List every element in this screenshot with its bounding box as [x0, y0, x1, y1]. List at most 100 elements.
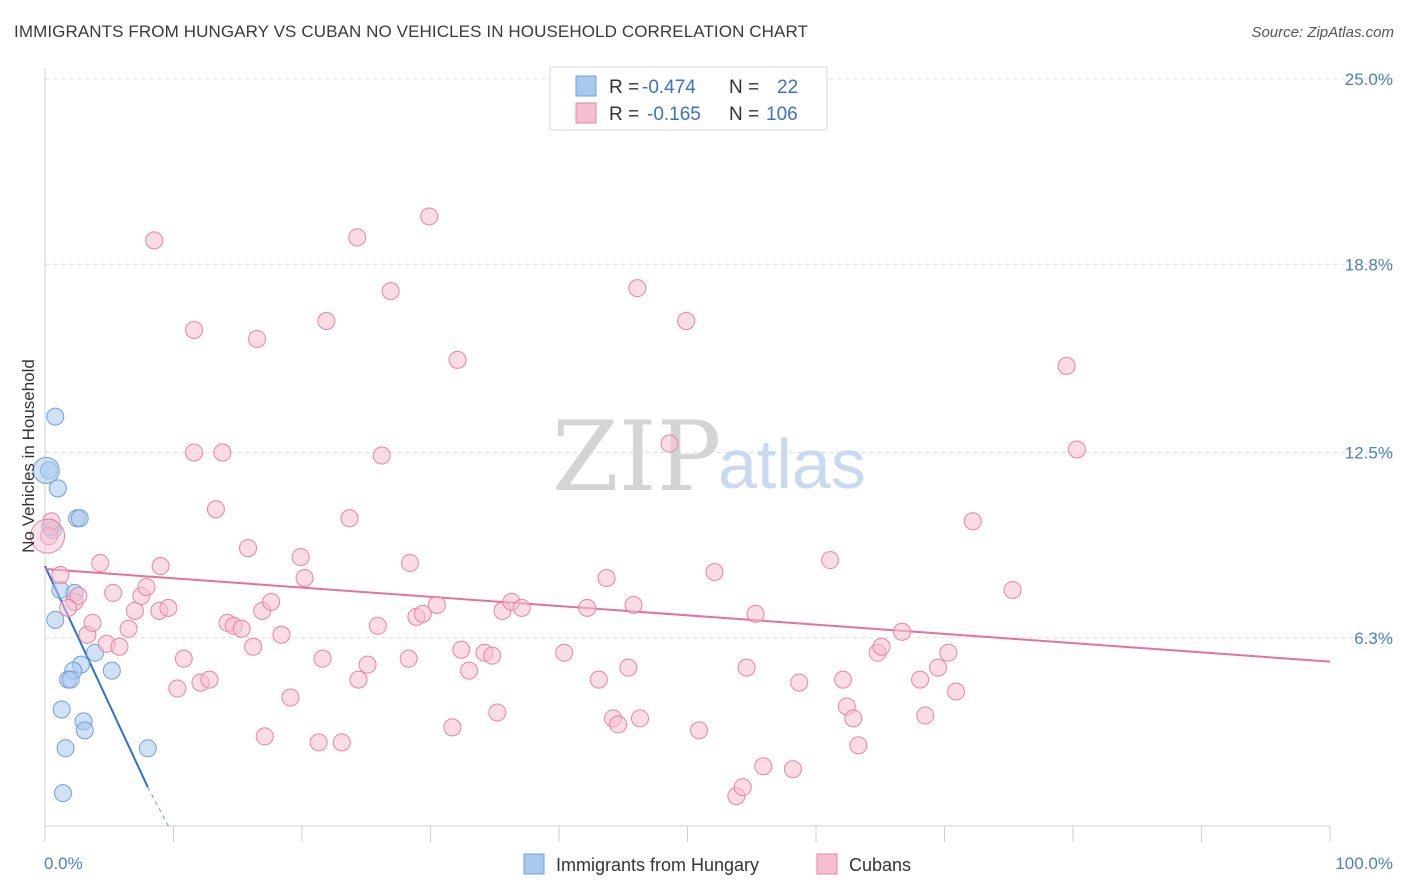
cubans-point-60	[555, 643, 574, 662]
legend-n-label-2: N =	[729, 104, 759, 125]
cubans-point-33	[272, 625, 291, 644]
cubans-point-104	[1057, 356, 1076, 375]
cubans-point-88	[916, 706, 935, 725]
cubans-point-47	[400, 554, 419, 573]
cubans-point-79	[821, 551, 840, 570]
hungary-point-2	[48, 479, 67, 498]
bottom-legend-label-cubans: Cubans	[849, 855, 911, 875]
cubans-point-93	[1003, 580, 1022, 599]
legend-n-value-1: 22	[777, 77, 798, 98]
axes	[44, 68, 1331, 842]
cubans-point-68	[630, 709, 649, 728]
cubans-point-67	[624, 595, 643, 614]
hungary-point-18	[75, 721, 94, 740]
hungary-trendline-extension	[147, 786, 169, 827]
legend-r-label-2: R =	[609, 104, 639, 125]
source-label: Source: ZipAtlas.com	[1251, 24, 1394, 41]
legend-r-label-1: R =	[609, 77, 639, 98]
y-axis-label: No Vehicles in Household	[19, 359, 38, 553]
cubans-point-43	[358, 655, 377, 674]
cubans-point-51	[443, 718, 462, 737]
hungary-point-15	[61, 670, 80, 689]
y-tick-label-2: 18.8%	[1345, 255, 1393, 274]
cubans-point-52	[452, 640, 471, 659]
cubans-point-98	[348, 228, 367, 247]
cubans-point-41	[340, 509, 359, 528]
cubans-point-13	[125, 601, 144, 620]
bottom-legend: Immigrants from Hungary Cubans	[523, 853, 911, 875]
cubans-point-78	[790, 673, 809, 692]
cubans-point-11	[110, 637, 129, 656]
cubans-point-25	[213, 443, 232, 462]
cubans-point-105	[1067, 440, 1086, 459]
cubans-point-100	[420, 207, 439, 226]
legend: R = -0.474 N = 22 R = -0.165 N = 106	[549, 66, 828, 131]
cubans-point-90	[939, 643, 958, 662]
cubans-point-92	[963, 512, 982, 531]
cubans-point-69	[660, 434, 679, 453]
hungary-point-20	[138, 739, 157, 758]
cubans-point-103	[677, 312, 696, 331]
cubans-point-89	[929, 658, 948, 677]
cubans-point-82	[844, 709, 863, 728]
cubans-point-97	[317, 312, 336, 331]
cubans-point-2	[51, 566, 70, 585]
cubans-point-46	[399, 649, 418, 668]
cubans-point-63	[597, 568, 616, 587]
cubans-point-large	[30, 518, 66, 554]
tick-labels: 6.3% 12.5% 18.8% 25.0% 0.0% 100.0%	[44, 70, 1393, 873]
cubans-point-70	[690, 721, 709, 740]
cubans-point-15	[137, 577, 156, 596]
legend-swatch-blue	[575, 75, 597, 97]
cubans-point-29	[239, 539, 258, 558]
watermark-zip: ZIP	[552, 401, 721, 513]
grid	[45, 78, 1393, 639]
x-tick-label-0: 0.0%	[44, 854, 83, 873]
cubans-point-22	[200, 670, 219, 689]
cubans-point-34	[281, 688, 300, 707]
cubans-point-42	[349, 670, 368, 689]
cubans-point-83	[849, 736, 868, 755]
cubans-point-38	[309, 733, 328, 752]
cubans-point-71	[705, 563, 724, 582]
hungary-point-0	[46, 407, 65, 426]
cubans-point-12	[119, 619, 138, 638]
bottom-legend-swatch-hungary	[523, 853, 545, 875]
cubans-point-45	[372, 446, 391, 465]
cubans-point-39	[313, 649, 332, 668]
cubans-point-36	[295, 568, 314, 587]
cubans-point-35	[291, 548, 310, 567]
trendlines	[44, 565, 1331, 827]
cubans-point-7	[104, 583, 123, 602]
hungary-point-16	[52, 700, 71, 719]
cubans-point-62	[589, 670, 608, 689]
cubans-point-91	[947, 682, 966, 701]
cubans-point-44	[368, 616, 387, 635]
legend-r-value-1: -0.474	[642, 77, 696, 98]
hungary-point-19	[56, 739, 75, 758]
cubans-trendline	[44, 568, 1331, 663]
hungary-point-11	[102, 661, 121, 680]
cubans-point-75	[746, 604, 765, 623]
legend-n-label-1: N =	[729, 77, 759, 98]
legend-swatch-pink	[575, 102, 597, 124]
cubans-point-66	[619, 658, 638, 677]
cubans-point-74	[737, 658, 756, 677]
cubans-point-73	[733, 778, 752, 797]
watermark: ZIP atlas	[552, 401, 866, 513]
legend-n-value-2: 106	[766, 104, 798, 125]
points	[30, 207, 1086, 806]
cubans-point-23	[185, 443, 204, 462]
cubans-point-59	[512, 598, 531, 617]
legend-r-value-2: -0.165	[647, 104, 701, 125]
cubans-point-50	[427, 595, 446, 614]
cubans-point-86	[893, 622, 912, 641]
cubans-point-32	[262, 592, 281, 611]
y-tick-label-3: 25.0%	[1345, 70, 1393, 89]
hungary-point-large	[32, 456, 60, 484]
cubans-point-40	[332, 733, 351, 752]
cubans-point-87	[911, 670, 930, 689]
cubans-point-77	[783, 760, 802, 779]
cubans-point-101	[448, 350, 467, 369]
